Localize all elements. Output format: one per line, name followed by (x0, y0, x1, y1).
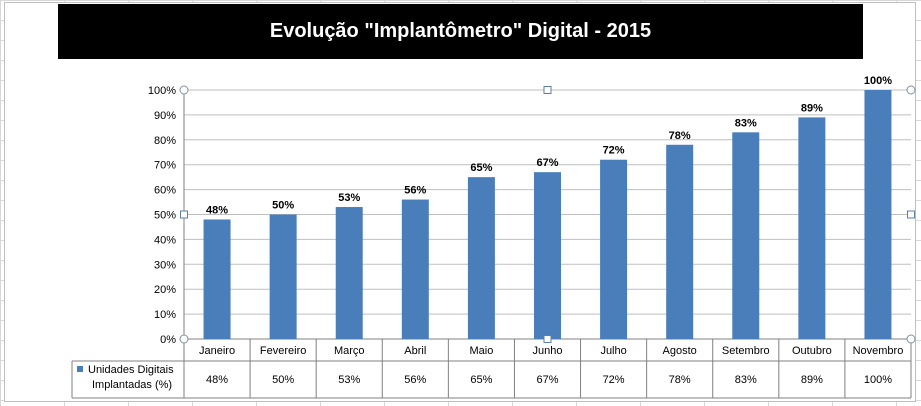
y-tick-label: 60% (154, 185, 176, 197)
chart-area[interactable] (4, 2, 916, 402)
bar[interactable] (203, 219, 231, 339)
resize-handle-side[interactable] (543, 86, 552, 94)
data-label: 72% (603, 145, 625, 157)
category-label: Abril (404, 345, 426, 357)
category-label: Julho (600, 345, 626, 357)
data-label: 78% (669, 130, 691, 142)
table-value: 48% (206, 374, 228, 386)
category-label: Outubro (792, 345, 832, 357)
resize-handle-side[interactable] (907, 210, 915, 219)
bar[interactable] (401, 199, 429, 339)
data-label: 83% (735, 117, 757, 129)
data-label: 50% (272, 200, 294, 212)
data-label: 53% (338, 192, 360, 204)
table-value: 50% (272, 374, 294, 386)
data-label: 65% (470, 162, 492, 174)
y-tick-label: 40% (154, 234, 176, 246)
bar[interactable] (600, 159, 628, 339)
resize-handle-corner[interactable] (179, 85, 189, 95)
data-label: 56% (404, 185, 426, 197)
y-tick-label: 80% (154, 135, 176, 147)
category-label: Maio (469, 345, 493, 357)
table-value: 56% (404, 374, 426, 386)
category-label: Junho (533, 345, 563, 357)
table-value: 83% (735, 374, 757, 386)
resize-handle-side[interactable] (543, 335, 552, 343)
y-tick-label: 100% (148, 85, 176, 97)
y-tick-label: 50% (154, 210, 176, 222)
category-label: Setembro (722, 345, 770, 357)
chart-title-bar[interactable]: Evolução "Implantômetro" Digital - 2015 (58, 4, 863, 59)
bars (203, 90, 892, 340)
resize-handle-corner[interactable] (906, 334, 916, 344)
category-label: Março (334, 345, 365, 357)
data-table: Janeiro 48% Fevereiro 50% Março 53% Abril 56% Ma… (71, 339, 912, 399)
category-label: Agosto (663, 345, 697, 357)
resize-handle-corner[interactable] (906, 85, 916, 95)
y-tick-label: 10% (154, 309, 176, 321)
bar[interactable] (864, 90, 892, 339)
chart-title: Evolução "Implantômetro" Digital - 2015 (269, 20, 652, 42)
y-tick-label: 90% (154, 110, 176, 122)
table-value: 78% (669, 374, 691, 386)
table-value: 53% (338, 374, 360, 386)
table-value: 100% (864, 374, 892, 386)
data-label: 67% (536, 157, 558, 169)
y-axis: 0% 10% 20% 30% 40% 50% 60% 70% 80% 90% 100% (148, 85, 185, 398)
legend-label-line1: Unidades Digitais (88, 364, 174, 376)
y-tick-label: 0% (160, 334, 176, 346)
data-labels: 48% 50% 53% 56% 65% 67% 72% 78% 83% 89% 100% (206, 75, 892, 216)
bar[interactable] (335, 207, 363, 339)
y-tick-label: 20% (154, 284, 176, 296)
bar[interactable] (666, 144, 694, 339)
data-label: 89% (801, 102, 823, 114)
data-label: 100% (864, 75, 892, 87)
resize-handle-side[interactable] (180, 210, 188, 219)
bar[interactable] (732, 132, 760, 339)
bar[interactable] (269, 214, 297, 340)
y-tick-label: 70% (154, 160, 176, 172)
category-label: Fevereiro (260, 345, 306, 357)
category-label: Novembro (853, 345, 904, 357)
bar[interactable] (467, 177, 495, 339)
legend-key (77, 366, 83, 372)
bar[interactable] (798, 117, 826, 339)
legend-label-line2: Implantadas (%) (92, 379, 172, 391)
bar[interactable] (534, 172, 561, 339)
data-label: 48% (206, 204, 228, 216)
table-value: 89% (801, 374, 823, 386)
y-tick-label: 30% (154, 259, 176, 271)
category-label: Janeiro (199, 345, 235, 357)
table-value: 65% (470, 374, 492, 386)
resize-handle-corner[interactable] (179, 334, 189, 344)
selection-handles[interactable] (179, 85, 916, 344)
table-value: 67% (536, 374, 558, 386)
table-value: 72% (603, 374, 625, 386)
